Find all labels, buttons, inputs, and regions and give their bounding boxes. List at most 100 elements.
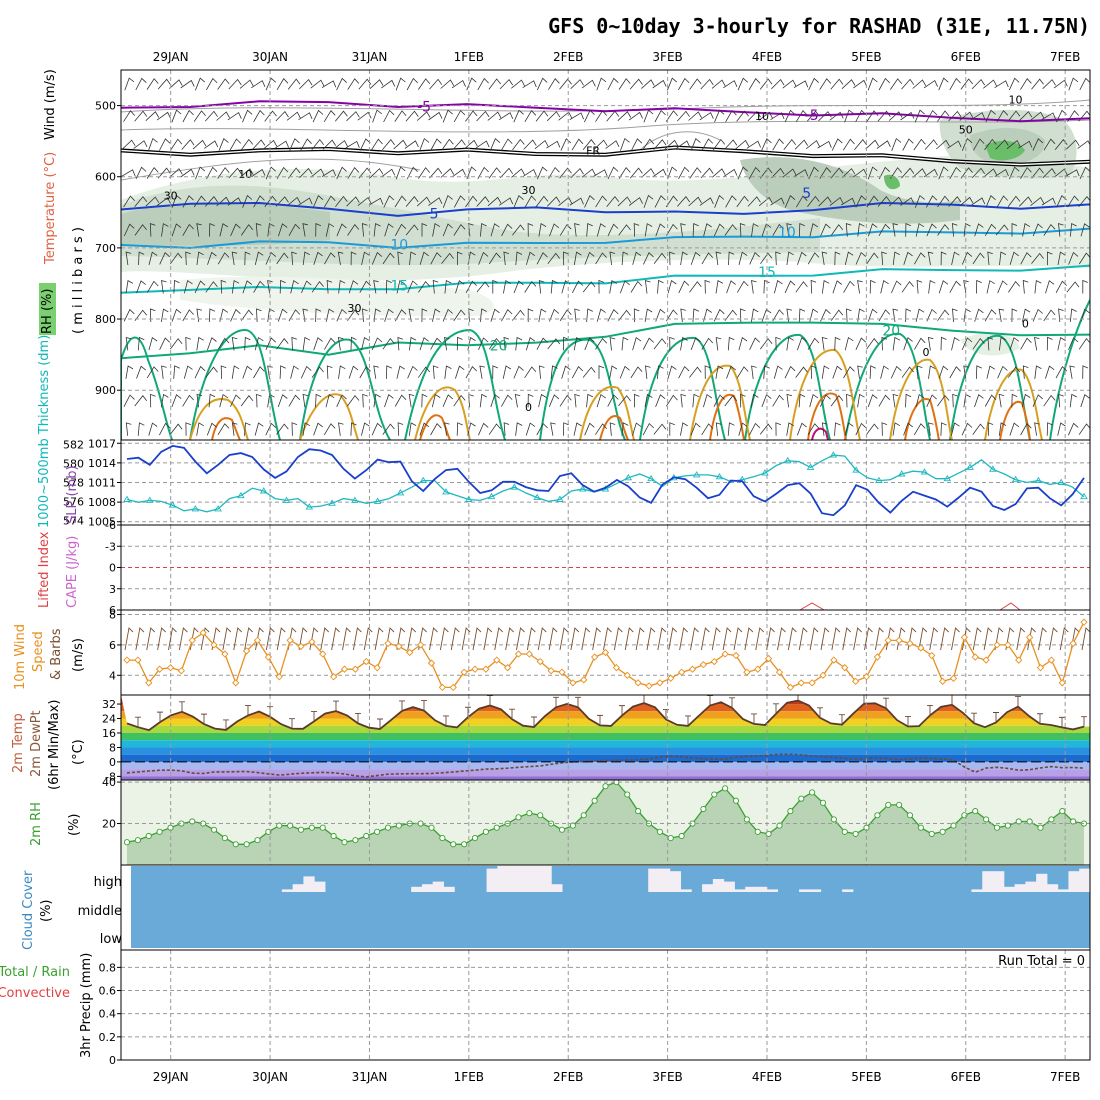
wind-barb bbox=[1058, 393, 1064, 408]
wind-barb bbox=[322, 139, 337, 150]
wind-barb bbox=[291, 251, 297, 266]
wind-barb bbox=[1008, 280, 1021, 293]
wind10-barb bbox=[505, 627, 514, 651]
wind-barb bbox=[949, 77, 961, 91]
rh2m-marker bbox=[1048, 816, 1055, 823]
wind-barb bbox=[940, 422, 947, 436]
high-cloud-bar bbox=[486, 868, 498, 892]
wind-barb bbox=[468, 393, 474, 408]
wind-barb bbox=[665, 110, 678, 122]
wind-barb bbox=[265, 77, 277, 91]
wind-barb bbox=[937, 224, 950, 236]
wind-barb bbox=[700, 167, 714, 179]
temperature-band bbox=[121, 747, 1090, 755]
wind-barb bbox=[405, 224, 419, 236]
temperature-whisker bbox=[509, 708, 515, 720]
axis-tick-label: -8 bbox=[105, 770, 116, 783]
wind-barb bbox=[711, 79, 726, 89]
wind-barb bbox=[653, 338, 667, 350]
wind-barb bbox=[1032, 308, 1043, 322]
wind-barb bbox=[820, 394, 831, 407]
wind10-marker bbox=[177, 667, 186, 675]
wind-barb bbox=[643, 194, 654, 208]
wind-barb bbox=[488, 167, 501, 179]
upper-wind-barbs bbox=[121, 77, 1090, 436]
wind-barb bbox=[298, 112, 313, 121]
wind-barb bbox=[857, 222, 865, 237]
wind-barb bbox=[866, 423, 879, 435]
temperature-whisker bbox=[883, 697, 889, 709]
wind-barb bbox=[195, 166, 206, 180]
thickness-marker bbox=[806, 463, 815, 470]
wind-barb bbox=[830, 224, 844, 236]
wind-barb bbox=[959, 196, 974, 207]
wind-barb bbox=[621, 336, 629, 351]
wind-barb bbox=[865, 139, 879, 150]
wind-barb bbox=[984, 223, 997, 236]
wind-barb bbox=[157, 167, 171, 179]
contour-label: 20 bbox=[882, 323, 900, 339]
wind-barb bbox=[546, 111, 561, 122]
wind-barb bbox=[264, 195, 277, 208]
wind-barb bbox=[786, 308, 793, 322]
wind-barb bbox=[960, 78, 974, 90]
wind-barb bbox=[595, 337, 607, 350]
wind-barb bbox=[669, 251, 675, 266]
wind-barb bbox=[231, 279, 240, 294]
wind-barb bbox=[961, 422, 973, 436]
wind-barb bbox=[276, 166, 289, 179]
wind-barb bbox=[736, 195, 749, 208]
rh2m-marker bbox=[743, 816, 750, 823]
wind-barb bbox=[536, 422, 548, 436]
wind-barb bbox=[1009, 422, 1020, 436]
wind10-marker bbox=[460, 668, 468, 676]
thickness-marker bbox=[1057, 478, 1066, 485]
wind10-marker bbox=[938, 677, 947, 685]
wind10-marker bbox=[917, 644, 925, 652]
wind-barb bbox=[441, 138, 454, 151]
wind-barb bbox=[866, 252, 879, 265]
wind10-barb bbox=[526, 627, 536, 651]
wind-barb bbox=[195, 77, 206, 91]
wind-barb bbox=[549, 308, 560, 322]
wind10-marker bbox=[286, 636, 294, 644]
wind-barb bbox=[889, 78, 903, 90]
wind-barb bbox=[348, 280, 359, 294]
wind-barb bbox=[927, 336, 934, 351]
wind-barb bbox=[193, 195, 206, 208]
wind-barb bbox=[456, 336, 463, 351]
wind-barb bbox=[468, 223, 474, 237]
wind10-barb bbox=[918, 627, 928, 651]
temperature-whisker bbox=[333, 700, 339, 712]
wind-barb bbox=[994, 169, 1009, 178]
rh2m-marker bbox=[526, 810, 533, 817]
wind-barb bbox=[466, 77, 477, 91]
wind-barb bbox=[786, 223, 792, 237]
axis-tick-label: 6 bbox=[109, 604, 116, 617]
wind-barb bbox=[1046, 336, 1053, 351]
wind10-marker bbox=[786, 683, 795, 692]
wind-barb bbox=[738, 251, 748, 265]
high-cloud-bar bbox=[702, 884, 714, 892]
wind-barb bbox=[302, 422, 311, 436]
wind-barb bbox=[337, 336, 344, 351]
wind-barb bbox=[761, 138, 772, 151]
wind-barb bbox=[1082, 365, 1089, 379]
top-date-label: 7FEB bbox=[1050, 50, 1080, 64]
high-cloud-bar bbox=[529, 866, 541, 892]
wind10-barb bbox=[537, 627, 547, 651]
wind-barb bbox=[182, 195, 194, 208]
wind-barb bbox=[621, 251, 629, 266]
wind-barb bbox=[125, 336, 132, 351]
thickness-tick-label: 574 bbox=[63, 514, 84, 527]
rh2m-marker bbox=[189, 818, 196, 825]
wind-barb bbox=[264, 110, 277, 122]
contour-label: 10 bbox=[238, 168, 252, 181]
wind-barb bbox=[149, 223, 156, 237]
wind-barb bbox=[432, 223, 441, 237]
wind-barb bbox=[925, 109, 938, 123]
wind-barb bbox=[219, 223, 229, 237]
wind-barb bbox=[739, 223, 746, 237]
wind10-barb bbox=[559, 627, 569, 651]
